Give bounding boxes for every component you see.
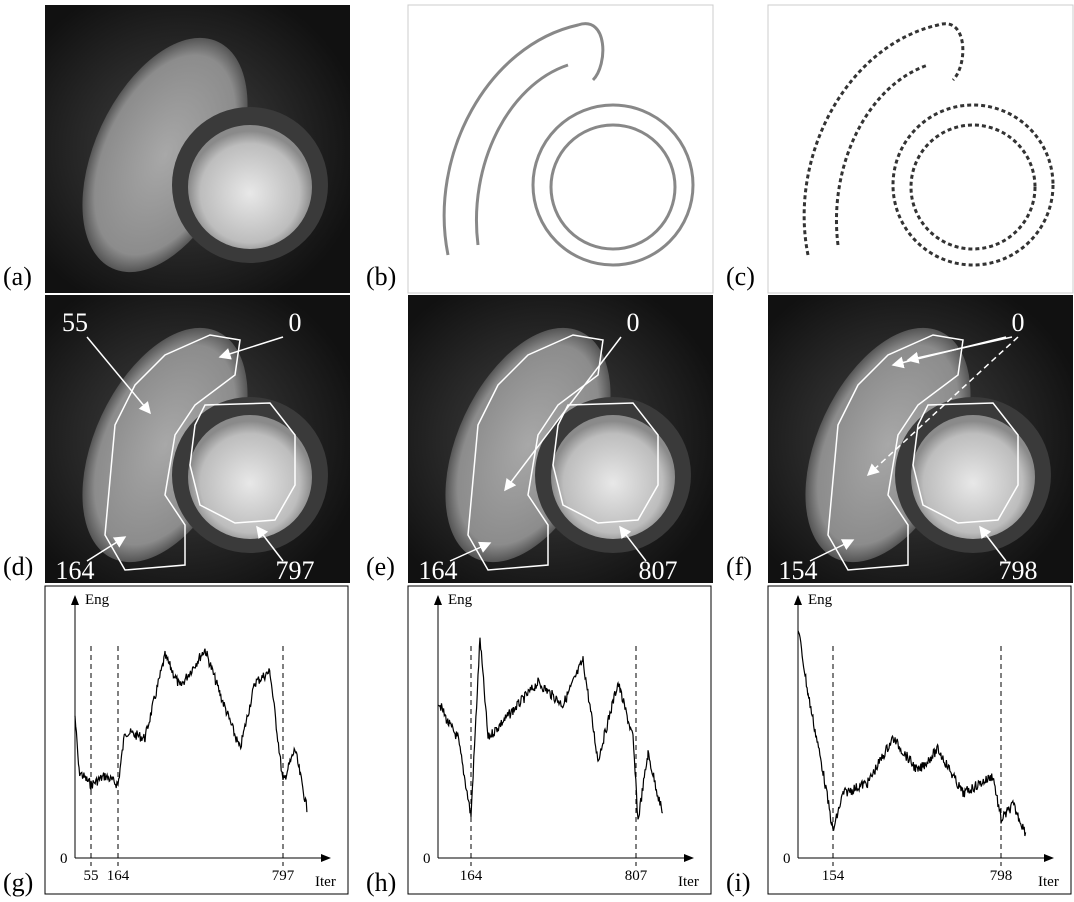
marker-label: 797 <box>272 868 295 884</box>
callout-arrow <box>86 536 127 562</box>
callout-arrow <box>256 525 284 562</box>
callout-arrow <box>979 525 1007 562</box>
energy-curve <box>437 637 664 820</box>
callout-arrow <box>866 336 1019 477</box>
energy-curve <box>74 648 308 813</box>
origin-label: 0 <box>60 851 68 867</box>
marker-label: 164 <box>460 868 483 884</box>
callout-label: 798 <box>999 556 1038 585</box>
callout-arrow <box>449 541 492 562</box>
callout-label: 797 <box>276 556 315 585</box>
edge-ring-inner <box>549 123 677 251</box>
callout-label: 807 <box>639 556 678 585</box>
callout-arrow <box>504 336 622 492</box>
callout-label: 55 <box>62 308 88 337</box>
panel-label: (g) <box>3 868 33 897</box>
callout-label: 0 <box>1012 308 1025 337</box>
y-axis-label: Eng <box>808 592 833 608</box>
panel-label: (f) <box>726 552 752 581</box>
callout-arrow <box>906 336 1013 364</box>
plot-frame <box>44 585 349 895</box>
contour-lv <box>912 402 1019 524</box>
x-axis-label: Iter <box>315 874 336 890</box>
panel: Eng Iter 0 55 164 797 <box>44 585 349 895</box>
callout-arrow <box>86 336 151 415</box>
y-axis-label: Eng <box>448 592 473 608</box>
panel-label: (h) <box>366 868 396 897</box>
origin-label: 0 <box>423 851 431 867</box>
edge-ring-inner <box>909 123 1037 251</box>
panel: Eng Iter 0 164 807 <box>407 585 712 895</box>
origin-label: 0 <box>783 851 791 867</box>
callout-label: 0 <box>289 308 302 337</box>
panel-label: (i) <box>726 868 751 897</box>
marker-label: 164 <box>107 868 130 884</box>
left-ventricle <box>188 125 312 249</box>
energy-curve <box>797 630 1027 837</box>
contour-lv <box>552 402 659 524</box>
panel <box>45 5 350 293</box>
panel-label: (b) <box>366 262 396 291</box>
callout-arrow <box>809 539 855 562</box>
callout-label: 0 <box>627 308 640 337</box>
contour-rv <box>104 334 241 571</box>
edge-outer <box>442 22 605 256</box>
marker-label: 807 <box>625 868 648 884</box>
edge-ring-outer <box>531 103 695 267</box>
panel-label: (c) <box>726 262 755 291</box>
marker-label: 55 <box>84 868 99 884</box>
plot-frame <box>407 585 712 895</box>
x-axis-label: Iter <box>1038 874 1059 890</box>
contour-lv <box>189 402 296 524</box>
callout-arrow <box>218 336 284 360</box>
panel <box>767 4 1074 294</box>
edge-rv-inner <box>475 63 569 246</box>
panel-label: (a) <box>3 262 32 291</box>
contour-rv <box>827 334 964 571</box>
edge-ring-outer <box>891 103 1055 267</box>
marker-label: 798 <box>990 868 1013 884</box>
panel-label: (d) <box>3 552 33 581</box>
panel-label: (e) <box>366 552 395 581</box>
marker-label: 154 <box>822 868 845 884</box>
contour-rv <box>467 334 604 571</box>
plot-frame <box>767 585 1072 895</box>
y-axis-label: Eng <box>85 592 110 608</box>
x-axis-label: Iter <box>678 874 699 890</box>
edge-rv-inner <box>835 63 929 246</box>
panel: Eng Iter 0 154 798 <box>767 585 1072 895</box>
panel <box>407 4 714 294</box>
callout-arrow <box>619 525 647 562</box>
